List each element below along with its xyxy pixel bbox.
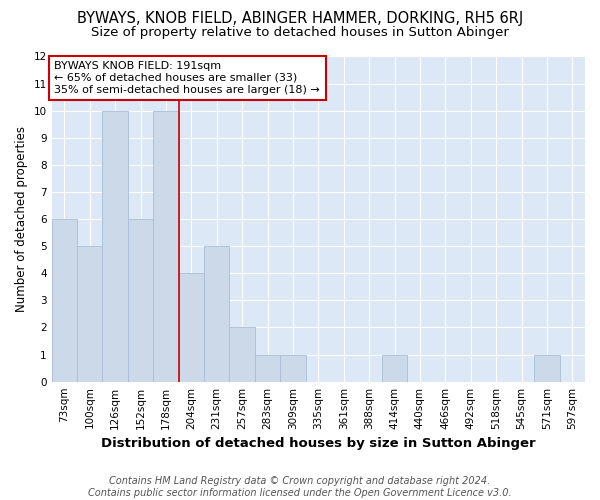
Bar (255, 354, 280, 382)
Bar (382, 354, 407, 382)
Bar (179, 274, 204, 382)
Text: Contains HM Land Registry data © Crown copyright and database right 2024.
Contai: Contains HM Land Registry data © Crown c… (88, 476, 512, 498)
Bar (103, 110, 128, 382)
Bar (229, 328, 255, 382)
Bar (77, 246, 103, 382)
Y-axis label: Number of detached properties: Number of detached properties (15, 126, 28, 312)
Text: BYWAYS KNOB FIELD: 191sqm
← 65% of detached houses are smaller (33)
35% of semi-: BYWAYS KNOB FIELD: 191sqm ← 65% of detac… (55, 62, 320, 94)
Text: BYWAYS, KNOB FIELD, ABINGER HAMMER, DORKING, RH5 6RJ: BYWAYS, KNOB FIELD, ABINGER HAMMER, DORK… (77, 11, 523, 26)
Bar (153, 110, 179, 382)
Bar (52, 219, 77, 382)
X-axis label: Distribution of detached houses by size in Sutton Abinger: Distribution of detached houses by size … (101, 437, 536, 450)
Bar (128, 219, 153, 382)
Bar (280, 354, 305, 382)
Text: Size of property relative to detached houses in Sutton Abinger: Size of property relative to detached ho… (91, 26, 509, 39)
Bar (204, 246, 229, 382)
Bar (534, 354, 560, 382)
